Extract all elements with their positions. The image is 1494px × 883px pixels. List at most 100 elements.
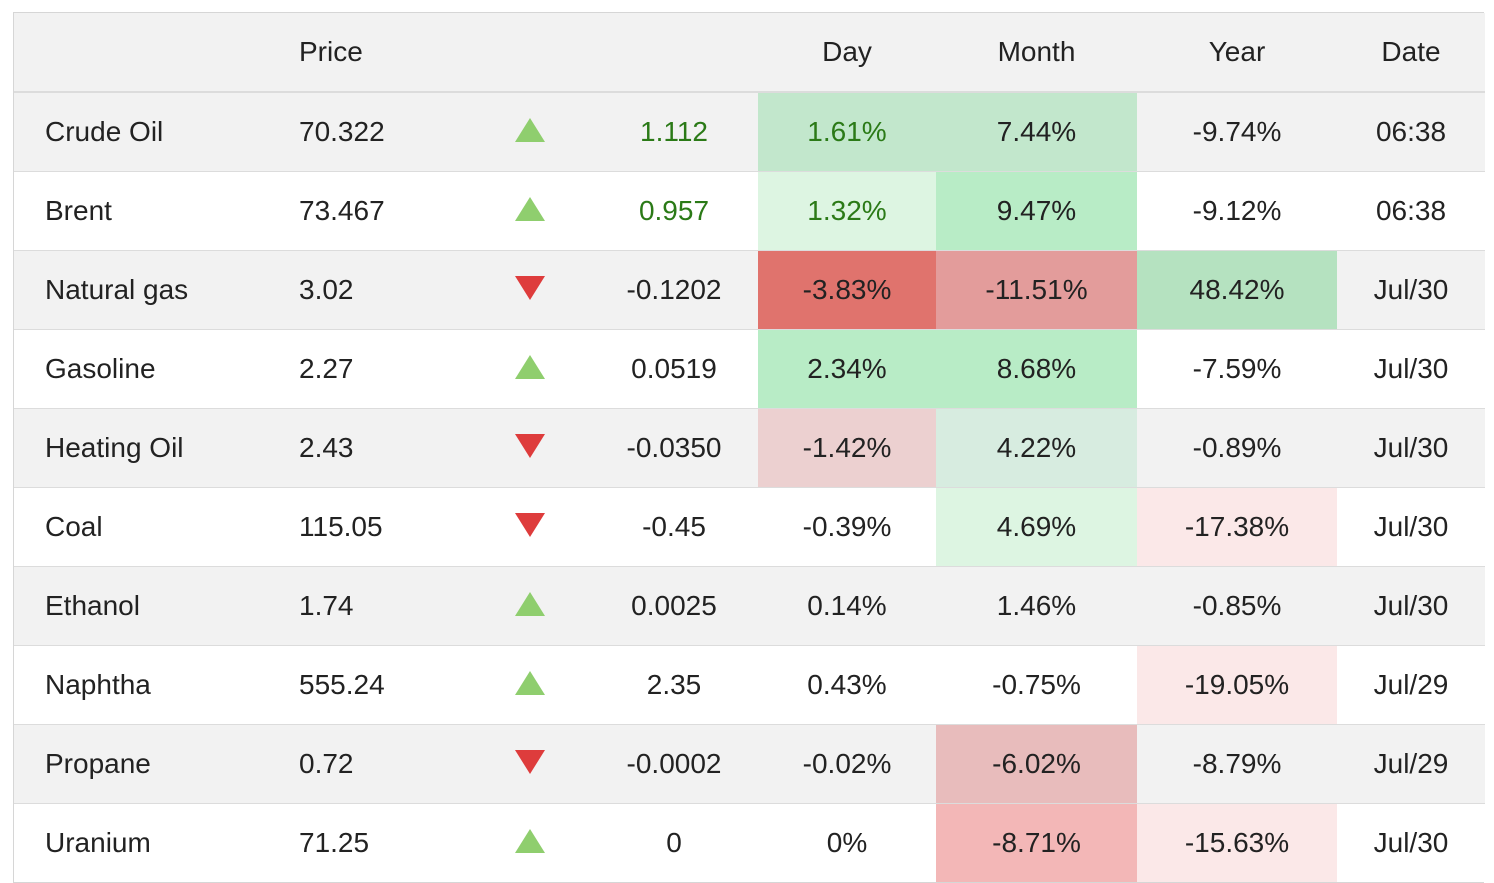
commodity-name-link[interactable]: Propane — [14, 723, 283, 803]
direction-cell — [470, 644, 590, 724]
arrow-up-icon — [515, 197, 545, 222]
arrow-up-icon — [515, 592, 545, 617]
month-percent: 4.69% — [936, 486, 1137, 566]
direction-cell — [470, 328, 590, 408]
direction-cell — [470, 170, 590, 250]
date-value: Jul/29 — [1337, 723, 1485, 803]
table-row[interactable]: Coal 115.05 -0.45 -0.39% 4.69% -17.38% Jul/30 — [14, 486, 1485, 566]
direction-cell — [470, 723, 590, 803]
table-row[interactable]: Heating Oil 2.43 -0.0350 -1.42% 4.22% -0.89% J… — [14, 407, 1485, 487]
commodity-name-link[interactable]: Coal — [14, 486, 283, 566]
year-percent: -9.74% — [1137, 91, 1337, 171]
month-percent: -0.75% — [936, 644, 1137, 724]
month-percent: 1.46% — [936, 565, 1137, 645]
price-value: 1.74 — [283, 565, 470, 645]
year-percent: -15.63% — [1137, 802, 1337, 882]
commodity-name-link[interactable]: Natural gas — [14, 249, 283, 329]
header-day[interactable]: Day — [758, 13, 936, 93]
price-value: 555.24 — [283, 644, 470, 724]
month-percent: 9.47% — [936, 170, 1137, 250]
date-value: Jul/30 — [1337, 565, 1485, 645]
day-percent: 0.43% — [758, 644, 936, 724]
change-value: 0.957 — [590, 170, 758, 250]
table-row[interactable]: Naphtha 555.24 2.35 0.43% -0.75% -19.05% Jul/2… — [14, 644, 1485, 724]
date-value: Jul/30 — [1337, 802, 1485, 882]
change-value: -0.0350 — [590, 407, 758, 487]
commodity-name-link[interactable]: Uranium — [14, 802, 283, 882]
price-value: 115.05 — [283, 486, 470, 566]
price-value: 2.43 — [283, 407, 470, 487]
month-percent: -11.51% — [936, 249, 1137, 329]
arrow-up-icon — [515, 355, 545, 380]
price-value: 70.322 — [283, 91, 470, 171]
table-header-row: Price Day Month Year Date — [14, 13, 1485, 93]
date-value: Jul/30 — [1337, 328, 1485, 408]
change-value: -0.1202 — [590, 249, 758, 329]
day-percent: -0.02% — [758, 723, 936, 803]
commodities-table: Price Day Month Year Date Crude Oil 70.32… — [14, 13, 1485, 882]
day-percent: 0.14% — [758, 565, 936, 645]
header-year[interactable]: Year — [1137, 13, 1337, 93]
day-percent: 1.61% — [758, 91, 936, 171]
commodity-name-link[interactable]: Ethanol — [14, 565, 283, 645]
commodity-name-link[interactable]: Crude Oil — [14, 91, 283, 171]
table-row[interactable]: Crude Oil 70.322 1.112 1.61% 7.44% -9.74% 06:3… — [14, 91, 1485, 171]
commodity-name-link[interactable]: Gasoline — [14, 328, 283, 408]
change-value: -0.0002 — [590, 723, 758, 803]
month-percent: 8.68% — [936, 328, 1137, 408]
day-percent: 2.34% — [758, 328, 936, 408]
month-percent: 7.44% — [936, 91, 1137, 171]
day-percent: -3.83% — [758, 249, 936, 329]
year-percent: -0.89% — [1137, 407, 1337, 487]
header-name — [14, 13, 283, 93]
commodity-name-link[interactable]: Brent — [14, 170, 283, 250]
day-percent: 0% — [758, 802, 936, 882]
arrow-up-icon — [515, 118, 545, 143]
table-body: Crude Oil 70.322 1.112 1.61% 7.44% -9.74% 06:3… — [14, 91, 1485, 882]
price-value: 2.27 — [283, 328, 470, 408]
day-percent: -0.39% — [758, 486, 936, 566]
price-value: 0.72 — [283, 723, 470, 803]
header-date[interactable]: Date — [1337, 13, 1485, 93]
table-row[interactable]: Natural gas 3.02 -0.1202 -3.83% -11.51% 48.42… — [14, 249, 1485, 329]
arrow-down-icon — [515, 513, 545, 538]
arrow-down-icon — [515, 276, 545, 301]
header-month[interactable]: Month — [936, 13, 1137, 93]
month-percent: -6.02% — [936, 723, 1137, 803]
direction-cell — [470, 91, 590, 171]
arrow-down-icon — [515, 750, 545, 775]
header-arrow — [470, 13, 590, 93]
price-value: 71.25 — [283, 802, 470, 882]
date-value: 06:38 — [1337, 170, 1485, 250]
year-percent: -7.59% — [1137, 328, 1337, 408]
change-value: 0 — [590, 802, 758, 882]
year-percent: 48.42% — [1137, 249, 1337, 329]
arrow-up-icon — [515, 671, 545, 696]
direction-cell — [470, 802, 590, 882]
date-value: 06:38 — [1337, 91, 1485, 171]
date-value: Jul/30 — [1337, 407, 1485, 487]
arrow-down-icon — [515, 434, 545, 459]
table-row[interactable]: Propane 0.72 -0.0002 -0.02% -6.02% -8.79% Jul/… — [14, 723, 1485, 803]
arrow-up-icon — [515, 829, 545, 854]
table-row[interactable]: Uranium 71.25 0 0% -8.71% -15.63% Jul/30 — [14, 802, 1485, 882]
year-percent: -17.38% — [1137, 486, 1337, 566]
header-price[interactable]: Price — [283, 13, 470, 93]
commodity-name-link[interactable]: Naphtha — [14, 644, 283, 724]
table-row[interactable]: Gasoline 2.27 0.0519 2.34% 8.68% -7.59% Jul/30 — [14, 328, 1485, 408]
commodities-table-container: Price Day Month Year Date Crude Oil 70.32… — [13, 12, 1485, 883]
month-percent: -8.71% — [936, 802, 1137, 882]
date-value: Jul/29 — [1337, 644, 1485, 724]
date-value: Jul/30 — [1337, 249, 1485, 329]
direction-cell — [470, 249, 590, 329]
direction-cell — [470, 407, 590, 487]
commodity-name-link[interactable]: Heating Oil — [14, 407, 283, 487]
table-row[interactable]: Brent 73.467 0.957 1.32% 9.47% -9.12% 06:38 — [14, 170, 1485, 250]
day-percent: 1.32% — [758, 170, 936, 250]
year-percent: -8.79% — [1137, 723, 1337, 803]
price-value: 73.467 — [283, 170, 470, 250]
year-percent: -19.05% — [1137, 644, 1337, 724]
table-row[interactable]: Ethanol 1.74 0.0025 0.14% 1.46% -0.85% Jul/30 — [14, 565, 1485, 645]
month-percent: 4.22% — [936, 407, 1137, 487]
year-percent: -0.85% — [1137, 565, 1337, 645]
